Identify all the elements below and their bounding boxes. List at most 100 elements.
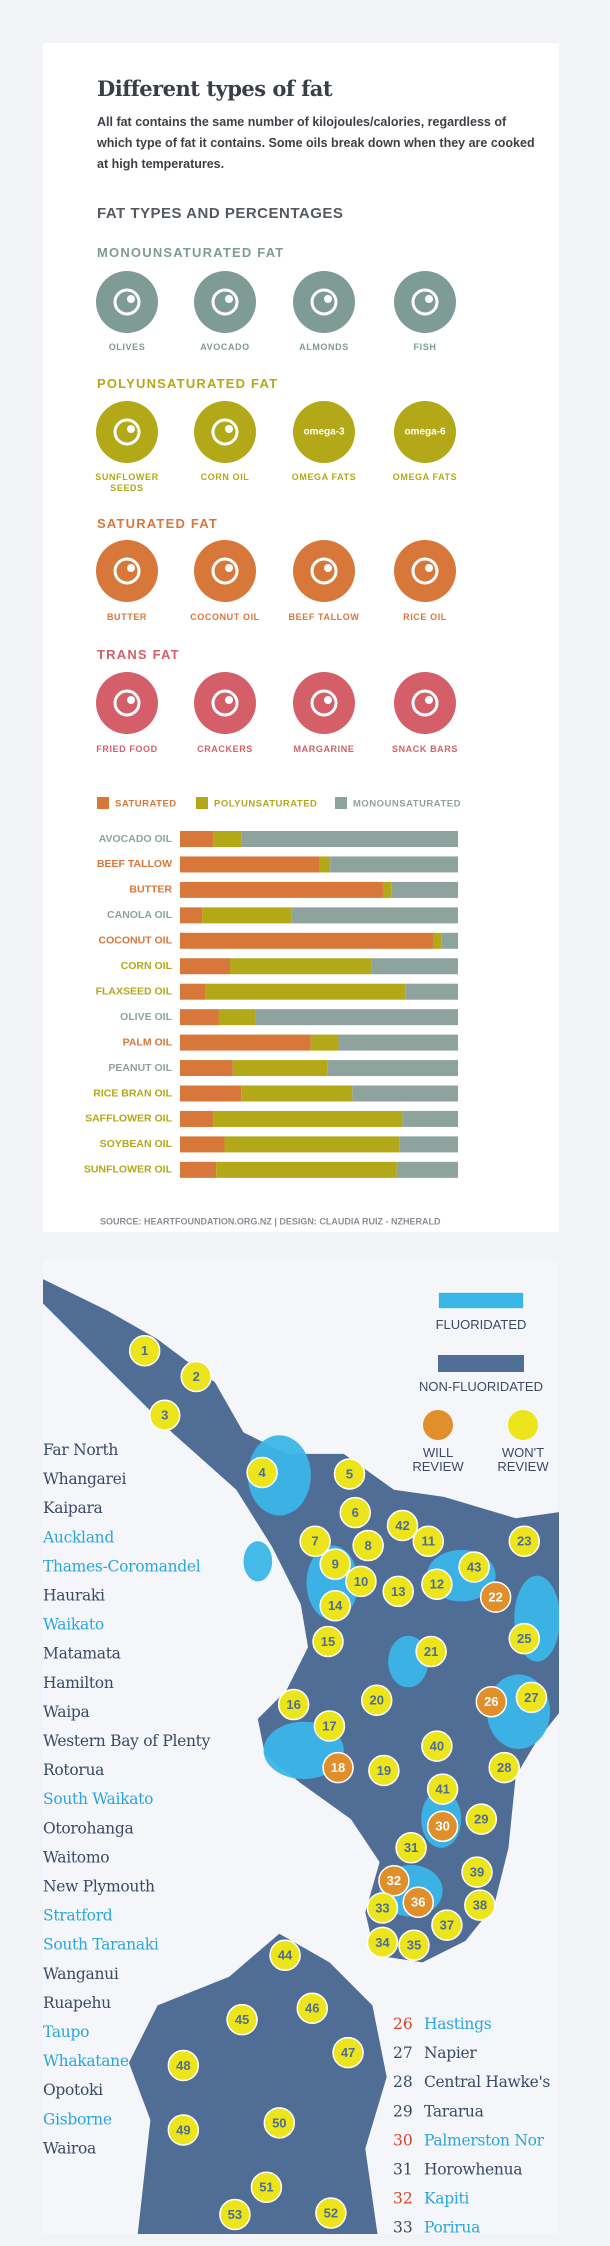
marker xyxy=(426,1773,459,1805)
icon-circle xyxy=(394,401,456,463)
marker xyxy=(515,1681,548,1714)
marker xyxy=(246,1456,278,1489)
district-name: Western Bay of Plenty xyxy=(43,1732,211,1750)
bar-segment xyxy=(218,1009,256,1026)
category-label: OLIVE OIL xyxy=(120,1011,173,1023)
marker-number: 9 xyxy=(332,1557,339,1572)
marker-number: 20 xyxy=(369,1693,383,1708)
district-name: Stratford xyxy=(43,1907,113,1925)
category-label: BEEF TALLOW xyxy=(97,858,172,870)
fluoridated-area xyxy=(243,1541,273,1582)
icon-glyph xyxy=(411,557,439,585)
district-name: Waitomo xyxy=(43,1848,109,1866)
icon-circle xyxy=(293,672,355,734)
marker xyxy=(488,1751,520,1784)
marker xyxy=(345,1565,377,1598)
district-name: Taupo xyxy=(43,2023,89,2041)
marker xyxy=(180,1360,212,1393)
icon-glyph xyxy=(310,288,338,316)
marker xyxy=(421,1730,453,1762)
marker-number: 40 xyxy=(430,1739,444,1754)
bar-segment xyxy=(213,831,242,847)
icon-glyph xyxy=(211,418,239,446)
icon-glyph xyxy=(225,696,233,704)
list-number: 28 xyxy=(393,2073,413,2091)
marker xyxy=(386,1509,419,1542)
marker xyxy=(322,1751,354,1784)
category-label: SOYBEAN OIL xyxy=(100,1138,173,1150)
marker xyxy=(263,2107,296,2139)
marker xyxy=(458,1551,490,1583)
district-name: Otorohanga xyxy=(43,1819,133,1837)
marker xyxy=(333,1458,366,1490)
marker-number: 29 xyxy=(474,1812,488,1827)
marker-number: 39 xyxy=(470,1865,484,1880)
district-name: Waikato xyxy=(43,1616,104,1634)
bar-segment xyxy=(202,907,292,924)
bar-segment xyxy=(180,856,319,873)
icon-label: COCONUT OIL xyxy=(190,612,260,622)
district-name: Rotorua xyxy=(43,1761,104,1779)
legend-label: WILL REVIEW xyxy=(412,1445,464,1474)
district-name: South Waikato xyxy=(43,1790,153,1808)
marker xyxy=(269,1939,301,1971)
icon-glyph xyxy=(425,696,433,704)
bar-segment xyxy=(310,1034,339,1051)
bar-segment xyxy=(327,1060,458,1077)
marker xyxy=(398,1929,430,1961)
category-label: FLAXSEED OIL xyxy=(96,985,173,997)
icon-glyph xyxy=(127,564,135,572)
district-name: South Taranaki xyxy=(43,1936,159,1954)
legend-label: SATURATED xyxy=(115,799,177,810)
icon-glyph xyxy=(211,557,239,585)
marker xyxy=(508,1525,541,1558)
marker-number: 15 xyxy=(321,1634,335,1649)
bar-segment xyxy=(405,983,458,1000)
bar-segment xyxy=(291,907,458,924)
icon-glyph xyxy=(411,689,439,717)
bar-segment xyxy=(180,932,433,949)
list-name: Horowhenua xyxy=(424,2161,522,2179)
section-title: FAT TYPES AND PERCENTAGES xyxy=(97,205,344,222)
list-number: 31 xyxy=(393,2161,413,2179)
icon-circle xyxy=(194,540,256,602)
marker-number: 16 xyxy=(286,1697,300,1712)
icon-label: FISH xyxy=(413,342,437,352)
group-title: SATURATED FAT xyxy=(97,516,219,531)
legend-label: NON-FLUORIDATED xyxy=(419,1379,543,1394)
bar-segment xyxy=(382,881,392,898)
marker-number: 51 xyxy=(259,2180,273,2195)
marker-number: 2 xyxy=(193,1369,200,1384)
list-name: Hastings xyxy=(424,2015,492,2033)
marker-number: 42 xyxy=(395,1518,409,1533)
marker xyxy=(315,2197,347,2229)
icon-label: CORN OIL xyxy=(200,472,250,482)
marker xyxy=(368,1754,400,1787)
marker xyxy=(339,1496,371,1529)
marker xyxy=(366,1926,399,1959)
group-title: MONOUNSATURATED FAT xyxy=(97,245,285,260)
marker xyxy=(167,2114,200,2146)
bar-segment xyxy=(232,1060,328,1077)
card xyxy=(43,43,559,1232)
list-number: 27 xyxy=(393,2044,413,2062)
icon-glyph xyxy=(211,288,239,316)
group-title: POLYUNSATURATED FAT xyxy=(97,376,279,391)
marker xyxy=(464,1889,496,1921)
list-name: Palmerston Nor xyxy=(424,2131,545,2149)
icon-glyph xyxy=(411,288,439,316)
icon-circle xyxy=(96,271,158,333)
legend-label: POLYUNSATURATED xyxy=(214,799,317,810)
marker-number: 3 xyxy=(161,1408,168,1423)
list-name: Central Hawke's xyxy=(424,2073,550,2091)
bar-segment xyxy=(338,1034,458,1051)
bar-segment xyxy=(255,1009,458,1026)
list-number: 30 xyxy=(393,2131,413,2149)
icon-circle xyxy=(96,401,158,463)
category-label: SUNFLOWER OIL xyxy=(84,1164,173,1176)
marker-number: 17 xyxy=(322,1718,336,1733)
icon-circle xyxy=(96,672,158,734)
marker-number: 27 xyxy=(524,1690,538,1705)
icon-glyph xyxy=(113,418,141,446)
